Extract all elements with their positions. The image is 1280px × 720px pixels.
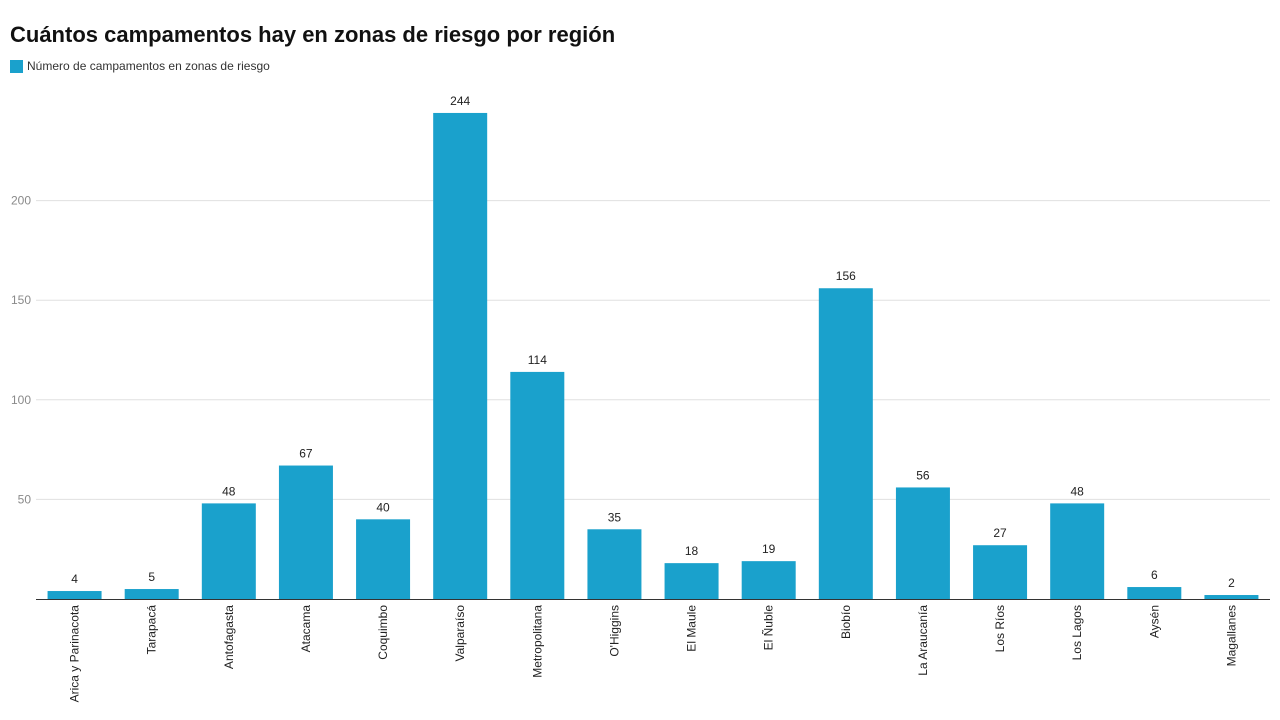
bar-6	[433, 112, 488, 600]
data-label-1: 4	[71, 572, 78, 586]
data-label-15: 6	[1151, 568, 1158, 582]
y-tick-label-100: 100	[11, 393, 31, 407]
x-tick-label-5: Coquimbo	[376, 605, 390, 660]
data-label-8: 35	[608, 510, 622, 524]
bar-2	[124, 589, 179, 599]
bar-8	[587, 529, 642, 599]
x-tick-label-10: El Ñuble	[762, 605, 776, 651]
y-tick-label-50: 50	[18, 492, 32, 506]
gridlines	[36, 200, 1270, 500]
x-tick-label-2: Tarapacá	[145, 605, 159, 655]
data-label-5: 40	[376, 500, 390, 514]
data-label-12: 56	[916, 468, 930, 482]
bar-9	[664, 563, 719, 599]
bar-1	[47, 591, 102, 599]
y-axis-ticks: 50 100 150 200	[11, 194, 31, 507]
data-label-10: 19	[762, 542, 776, 556]
bars	[47, 112, 1259, 600]
data-label-9: 18	[685, 544, 699, 558]
chart-title: Cuántos campamentos hay en zonas de ries…	[10, 22, 616, 47]
bar-11	[818, 288, 873, 599]
data-label-2: 5	[148, 570, 155, 584]
legend-label: Número de campamentos en zonas de riesgo	[27, 59, 270, 73]
x-tick-label-16: Magallanes	[1224, 605, 1238, 666]
bar-4	[278, 465, 333, 599]
bar-10	[741, 561, 796, 599]
data-label-13: 27	[993, 526, 1007, 540]
x-tick-label-1: Arica y Parinacota	[68, 605, 82, 703]
bar-13	[973, 545, 1028, 599]
x-tick-label-14: Los Lagos	[1070, 605, 1084, 660]
x-tick-label-3: Antofagasta	[222, 605, 236, 669]
x-tick-label-9: El Maule	[685, 605, 699, 652]
legend-swatch	[10, 59, 23, 73]
bar-16	[1204, 595, 1259, 599]
bar-5	[356, 519, 411, 599]
data-label-4: 67	[299, 447, 313, 461]
data-labels: 4 5 48 67 40 244 114 35 18 19 156 56 27 48 6 2	[71, 94, 1235, 590]
bar-7	[510, 371, 565, 599]
bar-15	[1127, 587, 1182, 599]
x-tick-label-4: Atacama	[299, 605, 313, 653]
data-label-14: 48	[1071, 484, 1085, 498]
x-axis-ticks: Arica y Parinacota Tarapacá Antofagasta Ata…	[68, 605, 1239, 703]
y-tick-label-200: 200	[11, 194, 31, 208]
x-tick-label-6: Valparaíso	[453, 605, 467, 662]
data-label-7: 114	[528, 353, 547, 367]
bar-12	[895, 487, 950, 599]
bar-3	[201, 503, 256, 599]
legend: Número de campamentos en zonas de riesgo	[10, 59, 270, 73]
y-tick-label-150: 150	[11, 293, 31, 307]
x-tick-label-12: La Araucanía	[916, 605, 930, 676]
x-tick-label-11: Biobío	[839, 605, 853, 639]
x-tick-label-13: Los Ríos	[993, 605, 1007, 652]
x-tick-label-15: Aysén	[1147, 605, 1161, 638]
data-label-6: 244	[450, 94, 470, 108]
bar-14	[1050, 503, 1105, 599]
x-tick-label-7: Metropolitana	[530, 605, 544, 678]
x-tick-label-8: O'Higgins	[607, 605, 621, 657]
data-label-3: 48	[222, 484, 236, 498]
data-label-16: 2	[1228, 576, 1235, 590]
data-label-11: 156	[836, 269, 856, 283]
